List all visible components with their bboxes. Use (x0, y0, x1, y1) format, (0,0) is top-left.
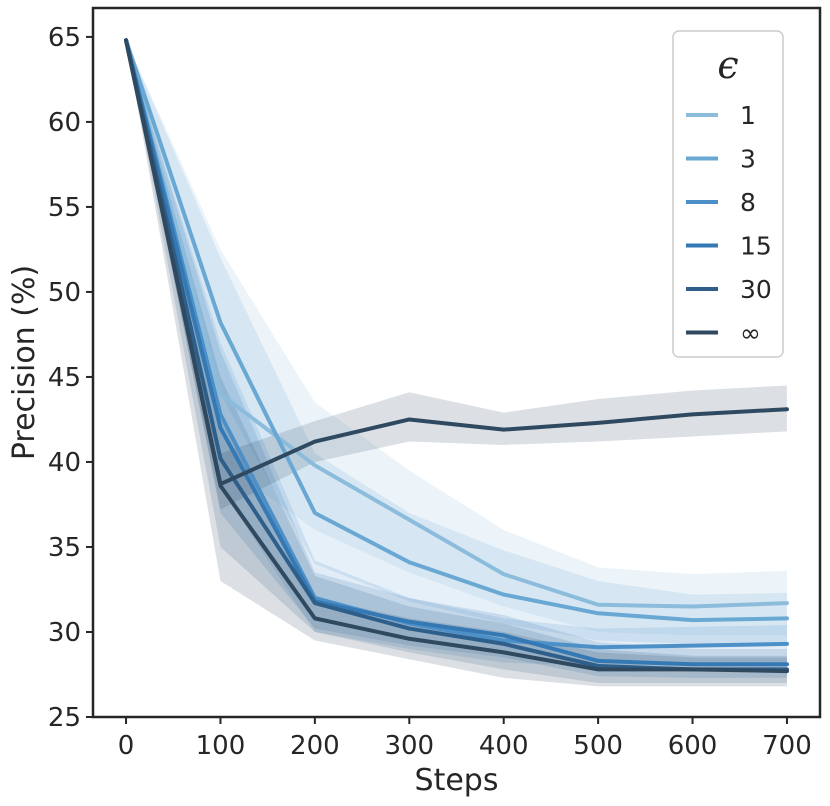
x-tick-label: 700 (762, 731, 812, 761)
x-axis-label: Steps (415, 763, 499, 798)
y-tick-label: 60 (48, 108, 81, 138)
legend-label: 15 (740, 232, 772, 261)
confidence-band-2 (126, 40, 787, 666)
legend-label: 8 (740, 188, 756, 217)
legend-label: ∞ (740, 319, 761, 348)
legend-title: ϵ (717, 43, 738, 87)
legend-label: 1 (740, 101, 756, 130)
series-line-2 (124, 38, 789, 650)
y-tick-label: 50 (48, 278, 81, 308)
x-tick-label: 400 (479, 731, 529, 761)
series-line-6 (124, 38, 789, 487)
y-axis-label: Precision (%) (7, 265, 42, 460)
y-tick-label: 30 (48, 618, 81, 648)
y-axis: 25 30 35 40 45 50 55 60 65 (48, 23, 93, 733)
confidence-band-1 (126, 40, 787, 644)
legend-box (672, 30, 784, 358)
legend: ϵ1 3 8 15 30 ∞ (672, 30, 784, 358)
y-tick-label: 65 (48, 23, 81, 53)
x-tick-label: 300 (384, 731, 434, 761)
x-axis: 0 100 200 300 400 500 600 700 (118, 717, 812, 761)
x-tick-label: 500 (573, 731, 623, 761)
y-tick-label: 25 (48, 703, 81, 733)
y-tick-label: 55 (48, 193, 81, 223)
y-tick-label: 35 (48, 533, 81, 563)
x-tick-label: 200 (290, 731, 340, 761)
confidence-bands (126, 40, 787, 687)
x-tick-label: 0 (118, 731, 135, 761)
y-tick-label: 45 (48, 363, 81, 393)
series-line-0 (124, 38, 789, 609)
series-line-1 (124, 38, 789, 623)
confidence-band-3 (126, 40, 787, 678)
plot-frame (91, 6, 822, 719)
x-tick-label: 600 (668, 731, 718, 761)
x-tick-label: 100 (196, 731, 246, 761)
series-lines (124, 38, 789, 674)
confidence-band-0 (126, 40, 787, 636)
series-line-3 (124, 38, 789, 667)
confidence-band-6 (126, 40, 787, 510)
y-tick-label: 40 (48, 448, 81, 478)
legend-label: 30 (740, 275, 772, 304)
series-line-5 (124, 38, 789, 674)
legend-label: 3 (740, 145, 756, 174)
